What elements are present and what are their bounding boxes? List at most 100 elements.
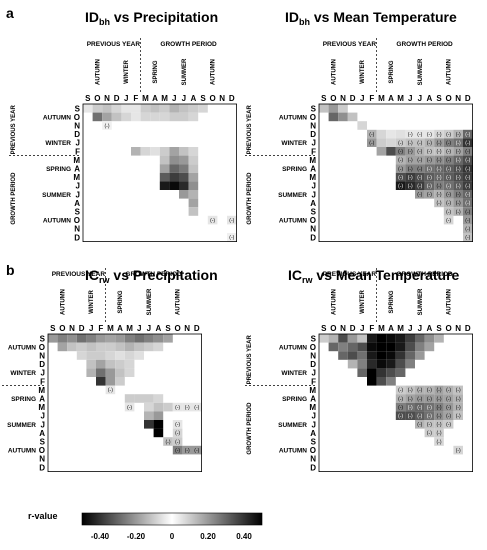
negative-marker: (-) — [427, 388, 432, 394]
heatmap-cell — [105, 359, 116, 369]
month-row-label: J — [312, 190, 316, 199]
heatmap-cell — [96, 368, 106, 377]
month-row-label: J — [312, 182, 316, 191]
title-rest: vs Precipitation — [110, 267, 218, 283]
negative-marker: (-) — [437, 431, 442, 437]
heatmap-cell — [386, 368, 396, 377]
legend-colorbar — [81, 512, 263, 526]
heatmap-cell — [172, 402, 183, 412]
heatmap-cell — [328, 342, 339, 352]
season-top-label: SUMMER — [418, 58, 424, 85]
month-col-label: O — [94, 94, 100, 103]
side-previous-year: PREVIOUS YEAR — [247, 105, 253, 155]
heatmap-cell — [395, 155, 406, 165]
heatmap-cell — [386, 377, 396, 386]
heatmap-cell — [405, 172, 415, 182]
month-row-label: A — [39, 395, 45, 404]
section-growth-period: GROWTH PERIOD — [125, 271, 182, 278]
month-row-label: O — [39, 446, 45, 455]
season-side-label: WINTER — [45, 140, 71, 147]
heatmap-cell — [96, 351, 106, 360]
month-col-label: F — [133, 94, 138, 103]
heatmap-cell — [76, 334, 87, 343]
negative-marker: (-) — [398, 149, 403, 155]
negative-marker: (-) — [456, 175, 461, 181]
heatmap-cell — [463, 172, 473, 182]
negative-marker: (-) — [456, 405, 461, 411]
season-top-label: AUTUMN — [331, 289, 337, 315]
title-main: ID — [85, 9, 99, 25]
heatmap-cell — [367, 359, 377, 369]
season-side-label: SUMMER — [278, 422, 307, 429]
heatmap-cell — [76, 342, 87, 352]
heatmap-cell — [188, 112, 199, 122]
heatmap-cell — [453, 155, 463, 165]
heatmap-cell — [434, 198, 444, 208]
negative-marker: (-) — [408, 405, 413, 411]
month-row-label: J — [76, 190, 80, 199]
season-side-label: SPRING — [46, 166, 71, 173]
negative-marker: (-) — [417, 158, 422, 164]
month-row-label: M — [309, 156, 316, 165]
heatmap-cell — [105, 377, 116, 386]
season-side-label: WINTER — [281, 140, 307, 147]
heatmap-cell — [434, 385, 444, 395]
side-growth-period: GROWTH PERIOD — [11, 172, 17, 225]
month-col-label: S — [436, 94, 442, 103]
negative-marker: (-) — [369, 141, 374, 147]
heatmap-cell — [415, 172, 425, 182]
heatmap-cell — [424, 129, 435, 139]
heatmap-cell — [463, 138, 473, 147]
negative-marker: (-) — [105, 123, 110, 129]
heatmap-cell — [172, 428, 183, 438]
heatmap-cell — [96, 334, 106, 343]
heatmap-cell — [434, 181, 444, 190]
heatmap-cell — [395, 402, 406, 412]
season-top-label: SPRING — [153, 60, 159, 83]
month-col-label: N — [455, 94, 461, 103]
title-rest: vs Precipitation — [110, 9, 218, 25]
month-col-label: D — [350, 94, 356, 103]
negative-marker: (-) — [446, 201, 451, 207]
heatmap-cell — [463, 129, 473, 139]
heatmap-cell — [395, 334, 406, 343]
heatmap-cell — [140, 112, 151, 122]
heatmap-cell — [105, 334, 116, 343]
season-side-label: AUTUMN — [279, 218, 307, 225]
heatmap-cell — [134, 334, 144, 343]
heatmap-cell — [96, 377, 106, 386]
month-row-label: M — [309, 403, 316, 412]
heatmap-cell — [124, 394, 135, 403]
month-row-label: D — [39, 463, 45, 472]
legend-tick-label: -0.40 — [91, 532, 110, 541]
heatmap-cell — [328, 104, 339, 113]
heatmap-cell — [434, 420, 444, 429]
heatmap-cell — [376, 359, 387, 369]
negative-marker: (-) — [175, 422, 180, 428]
negative-marker: (-) — [398, 414, 403, 420]
negative-marker: (-) — [229, 235, 234, 241]
month-col-label: M — [126, 324, 133, 333]
heatmap-cell — [347, 112, 358, 122]
negative-marker: (-) — [427, 141, 432, 147]
month-col-label: D — [465, 324, 471, 333]
month-row-label: A — [310, 395, 316, 404]
negative-marker: (-) — [398, 184, 403, 190]
month-col-label: J — [418, 94, 422, 103]
negative-marker: (-) — [175, 448, 180, 454]
heatmap-cell — [124, 351, 135, 360]
heatmap-cell — [424, 428, 435, 438]
heatmap-cell — [48, 334, 58, 343]
heatmap-cell — [338, 104, 348, 113]
heatmap-cell — [124, 342, 135, 352]
panel-title: IDbh vs Precipitation — [85, 9, 218, 27]
negative-marker: (-) — [465, 235, 470, 241]
negative-marker: (-) — [417, 149, 422, 155]
heatmap-cell — [111, 104, 122, 113]
heatmap-cell — [144, 342, 154, 352]
heatmap-cell — [163, 437, 173, 446]
heatmap-cell — [159, 155, 170, 165]
heatmap-cell — [150, 104, 160, 113]
season-side-label: SUMMER — [7, 422, 36, 429]
heatmap-cell — [376, 368, 387, 377]
